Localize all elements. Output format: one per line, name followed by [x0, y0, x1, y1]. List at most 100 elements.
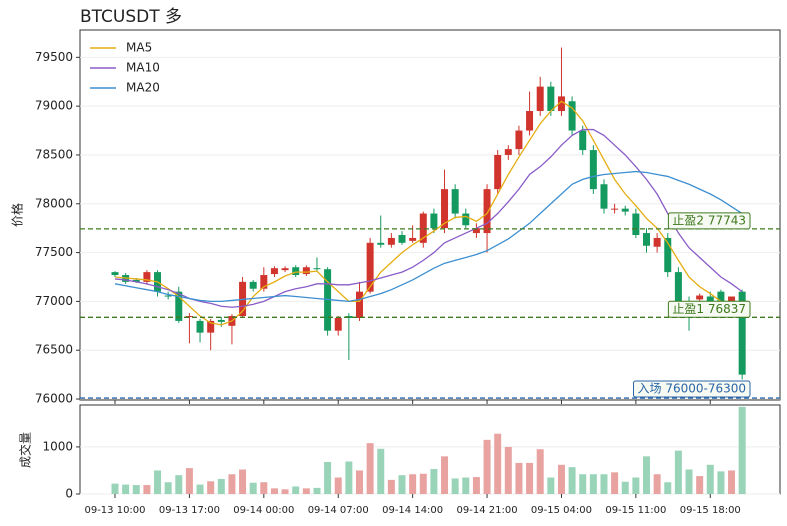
- volume-bar: [366, 443, 374, 494]
- candle-body: [377, 242, 385, 245]
- candle-body: [568, 101, 576, 131]
- candle-body: [249, 281, 257, 289]
- x-tick-label: 09-15 18:00: [680, 505, 741, 516]
- y-tick-label: 77000: [35, 294, 73, 308]
- volume-bar: [387, 479, 395, 494]
- candle-body: [653, 237, 661, 247]
- volume-bar: [260, 482, 268, 494]
- candle-body: [217, 319, 225, 322]
- candle-body: [164, 295, 172, 297]
- volume-bar: [154, 470, 162, 494]
- volume-bar: [462, 477, 470, 494]
- volume-bar: [685, 469, 693, 494]
- x-tick-label: 09-15 11:00: [605, 505, 666, 516]
- candle-body: [515, 130, 523, 150]
- candle-body: [526, 111, 534, 131]
- volume-bar: [249, 482, 257, 494]
- volume-bar: [696, 476, 704, 494]
- volume-bar: [504, 446, 512, 494]
- candle-body: [696, 295, 704, 300]
- price-frame: [79, 29, 781, 401]
- volume-bar: [515, 462, 523, 494]
- volume-bar: [302, 488, 310, 494]
- volume-bar: [398, 475, 406, 494]
- volume-bar: [589, 474, 597, 494]
- level-label-box: [667, 212, 751, 230]
- y-axis-label: 价格: [10, 203, 25, 227]
- y-tick-label: 1000: [42, 439, 73, 453]
- candle-body: [717, 291, 725, 307]
- volume-bar: [494, 433, 502, 494]
- volume-bar: [377, 448, 385, 494]
- volume-bar: [419, 473, 427, 494]
- y-tick-label: 79000: [35, 99, 73, 113]
- level-label: 入场 76000-76300: [638, 382, 747, 396]
- x-tick-label: 09-13 17:00: [159, 505, 220, 516]
- candle-body: [494, 154, 502, 190]
- candle-body: [536, 86, 544, 112]
- volume-bar: [441, 456, 449, 494]
- candle-body: [398, 235, 406, 243]
- volume-axis-label: 成交量: [18, 432, 33, 468]
- volume-bar: [621, 481, 629, 494]
- volume-bar: [664, 482, 672, 494]
- x-tick-label: 09-14 00:00: [233, 505, 294, 516]
- candle-body: [366, 242, 374, 292]
- candle-body: [462, 213, 470, 226]
- x-tick-label: 09-14 14:00: [382, 505, 443, 516]
- legend-label: MA5: [126, 41, 152, 55]
- y-tick-label: 0: [65, 487, 73, 501]
- candle-body: [547, 86, 555, 112]
- candle-body: [451, 189, 459, 214]
- volume-bar: [557, 464, 565, 494]
- candle-body: [302, 267, 310, 275]
- volume-bar: [132, 485, 140, 494]
- y-tick-label: 76500: [35, 343, 73, 357]
- volume-bar: [239, 469, 247, 494]
- volume-bar: [313, 487, 321, 494]
- volume-bar: [717, 471, 725, 494]
- candle-body: [706, 296, 714, 304]
- candle-body: [600, 184, 608, 209]
- volume-bar: [579, 474, 587, 494]
- candle-body: [387, 237, 395, 245]
- volume-bar: [728, 470, 736, 494]
- legend-label: MA20: [126, 81, 160, 95]
- volume-bar: [409, 474, 417, 494]
- y-tick-label: 78000: [35, 196, 73, 210]
- candle-body: [419, 213, 427, 243]
- candle-body: [589, 150, 597, 190]
- candle-body: [557, 96, 565, 112]
- x-tick-label: 09-14 07:00: [308, 505, 369, 516]
- volume-bar: [345, 461, 353, 494]
- x-tick-label: 09-15 04:00: [531, 505, 592, 516]
- x-tick-label: 09-13 10:00: [84, 505, 145, 516]
- candle-body: [430, 213, 438, 229]
- candle-body: [111, 272, 119, 276]
- candle-body: [674, 272, 682, 302]
- candle-body: [281, 268, 289, 271]
- volume-bar: [164, 482, 172, 494]
- volume-bar: [281, 489, 289, 494]
- candle-body: [132, 279, 140, 282]
- level-label-box: [667, 300, 751, 318]
- y-tick-label: 79500: [35, 50, 73, 64]
- chart-title: BTCUSDT 多: [80, 7, 182, 27]
- candle-body: [196, 320, 204, 333]
- volume-bar: [217, 478, 225, 494]
- volume-bar: [185, 468, 193, 494]
- ma-line: [114, 100, 743, 326]
- volume-bar: [196, 484, 204, 494]
- candle-body: [270, 268, 278, 275]
- y-tick-label: 77500: [35, 245, 73, 259]
- candle-body: [504, 149, 512, 155]
- candle-body: [621, 208, 629, 212]
- candle-body: [260, 275, 268, 289]
- candle-body: [738, 291, 746, 375]
- legend-label: MA10: [126, 61, 160, 75]
- volume-bar: [355, 470, 363, 494]
- volume-bar: [738, 406, 746, 494]
- candle-body: [409, 237, 417, 241]
- volume-bar: [207, 481, 215, 494]
